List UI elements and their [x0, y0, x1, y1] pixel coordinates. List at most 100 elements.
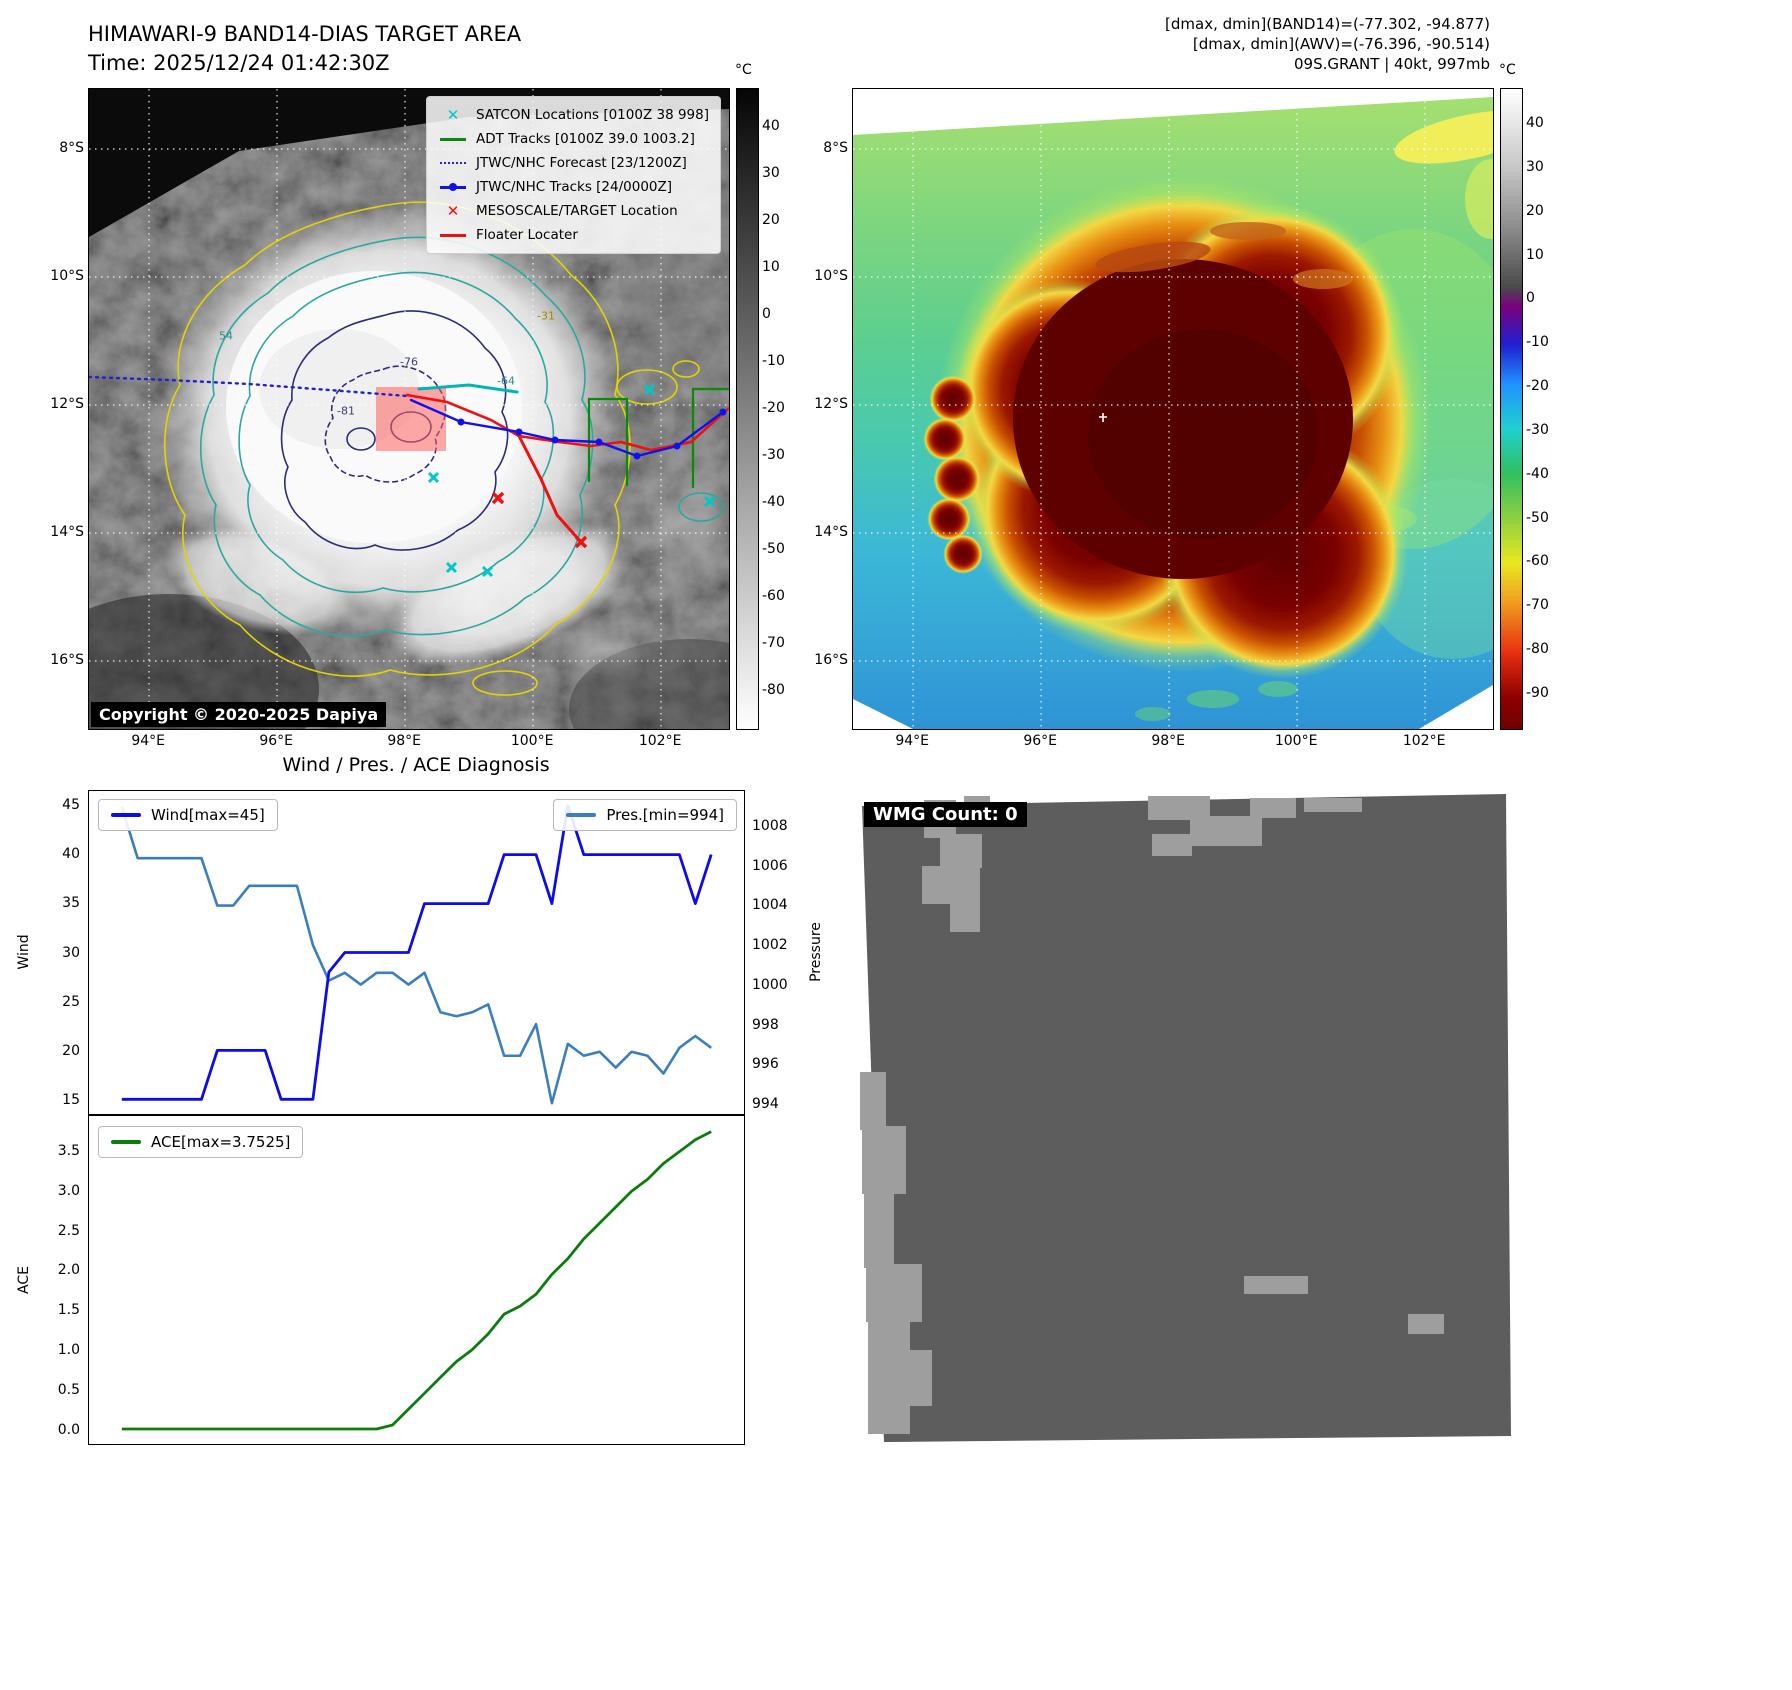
- colorbar-tick-label: 0: [762, 305, 771, 322]
- awv-header-block: [dmax, dmin](BAND14)=(-77.302, -94.877) …: [1165, 14, 1490, 74]
- lat-tick-label: 14°S: [814, 524, 848, 541]
- colorbar-tick-label: -30: [762, 447, 785, 464]
- lat-tick-label: 16°S: [50, 652, 84, 669]
- colorbar-tick-label: -20: [762, 400, 785, 416]
- legend-item: ✕ SATCON Locations [0100Z 38 998]: [438, 105, 709, 125]
- wind-legend: Wind[max=45]: [98, 799, 278, 831]
- y-tick-label: 1.0: [57, 1342, 80, 1359]
- legend-label: ADT Tracks [0100Z 39.0 1003.2]: [476, 131, 695, 147]
- awv-colorbar: [1500, 88, 1523, 730]
- wind-legend-label: Wind[max=45]: [151, 806, 265, 824]
- legend-label: Floater Locater: [476, 227, 578, 243]
- legend-item: JTWC/NHC Forecast [23/1200Z]: [438, 153, 709, 173]
- y-tick-label: 2.0: [57, 1262, 80, 1279]
- y-tick-label: 1008: [752, 817, 788, 834]
- y-tick-label: 994: [752, 1096, 779, 1113]
- colorbar-tick-label: 40: [762, 117, 780, 134]
- ace-legend-label: ACE[max=3.7525]: [151, 1133, 291, 1151]
- y-tick-label: 996: [752, 1056, 779, 1073]
- y-tick-label: 0.5: [57, 1382, 80, 1398]
- y-tick-label: 3.5: [57, 1142, 80, 1159]
- wmg-count-badge: WMG Count: 0: [864, 802, 1027, 827]
- y-tick-label: 25: [62, 993, 80, 1010]
- band14-colorbar-unit: °C: [735, 62, 752, 78]
- line-icon: [438, 137, 468, 141]
- lat-tick-label: 10°S: [50, 268, 84, 285]
- pres-legend: Pres.[min=994]: [553, 799, 737, 831]
- lat-tick-label: 10°S: [814, 268, 848, 285]
- ace-legend: ACE[max=3.7525]: [98, 1126, 304, 1158]
- wind-line-sample-icon: [111, 813, 141, 817]
- band14-lat-axis: 8°S 10°S 12°S 14°S 16°S: [40, 88, 84, 728]
- lon-tick-label: 102°E: [1402, 733, 1446, 749]
- awv-lon-axis: 94°E 96°E 98°E 100°E 102°E: [852, 733, 1492, 753]
- ace-chart: [88, 1115, 745, 1445]
- colorbar-tick-label: 20: [762, 211, 780, 228]
- legend-label: JTWC/NHC Forecast [23/1200Z]: [476, 155, 687, 171]
- contour-label: -81: [337, 404, 355, 418]
- legend-label: MESOSCALE/TARGET Location: [476, 203, 678, 219]
- colorbar-tick-label: 20: [1526, 202, 1544, 219]
- y-tick-label: 15: [62, 1092, 80, 1109]
- dotted-line-icon: [438, 162, 468, 164]
- windpres-plot-area: [89, 791, 744, 1114]
- colorbar-tick-label: 40: [1526, 115, 1544, 132]
- y-tick-label: 1004: [752, 897, 788, 914]
- awv-satellite-image: [853, 89, 1493, 729]
- line-icon: [438, 233, 468, 237]
- colorbar-tick-label: 10: [762, 258, 780, 275]
- awv-map: [852, 88, 1494, 730]
- line-dot-icon: [438, 183, 468, 191]
- colorbar-tick-label: 0: [1526, 290, 1535, 307]
- pres-line-sample-icon: [566, 813, 597, 817]
- colorbar-tick-label: -60: [762, 588, 785, 605]
- colorbar-tick-label: -40: [762, 494, 785, 511]
- y-tick-label: 0.0: [57, 1421, 80, 1438]
- windpres-chart: [88, 790, 745, 1115]
- pressure-axis-ticks: 994 996 998 1000 1002 1004 1006 1008: [752, 790, 802, 1115]
- legend-item: Floater Locater: [438, 225, 709, 245]
- awv-lat-axis: 8°S 10°S 12°S 14°S 16°S: [804, 88, 848, 728]
- lat-tick-label: 16°S: [814, 652, 848, 669]
- colorbar-tick-label: -20: [1526, 378, 1549, 395]
- contour-label: -31: [537, 309, 555, 323]
- x-marker-icon: ✕: [446, 201, 460, 220]
- copyright-badge: Copyright © 2020-2025 Dapiya: [91, 702, 387, 727]
- y-tick-label: 40: [62, 846, 80, 862]
- wind-axis-ticks: 15 20 25 30 35 40 45: [38, 790, 80, 1115]
- y-tick-label: 2.5: [57, 1222, 80, 1239]
- y-tick-label: 1000: [752, 976, 788, 993]
- ace-plot-area: [89, 1116, 744, 1444]
- band14-title-block: HIMAWARI-9 BAND14-DIAS TARGET AREA Time:…: [88, 20, 521, 78]
- ace-axis-label: ACE: [16, 1266, 32, 1294]
- colorbar-tick-label: -50: [1526, 509, 1549, 526]
- lon-tick-label: 102°E: [638, 733, 682, 749]
- legend-item: JTWC/NHC Tracks [24/0000Z]: [438, 177, 709, 197]
- legend-label: SATCON Locations [0100Z 38 998]: [476, 107, 709, 123]
- y-tick-label: 1002: [752, 937, 788, 954]
- band14-map-legend: ✕ SATCON Locations [0100Z 38 998] ADT Trac…: [426, 96, 721, 254]
- awv-colorbar-ticks: 40 30 20 10 0 -10 -20 -30 -40 -50 -60 -70 -80 -90: [1526, 88, 1572, 728]
- colorbar-tick-label: -80: [762, 682, 785, 699]
- lat-tick-label: 14°S: [50, 524, 84, 541]
- lat-tick-label: 8°S: [823, 140, 848, 157]
- storm-id-intensity: 09S.GRANT | 40kt, 997mb: [1293, 55, 1490, 73]
- lat-tick-label: 12°S: [50, 396, 84, 413]
- legend-item: ✕ MESOSCALE/TARGET Location: [438, 201, 709, 221]
- colorbar-tick-label: -10: [1526, 334, 1549, 351]
- colorbar-tick-label: -60: [1526, 553, 1549, 570]
- band14-map: -31 -76 -64 -81 54 ✕ SATCON Locations [01…: [88, 88, 730, 730]
- y-tick-label: 1006: [752, 857, 788, 874]
- mesoscale-target-area: [376, 387, 446, 451]
- y-tick-label: 45: [62, 796, 80, 813]
- wind-axis-label: Wind: [16, 934, 32, 970]
- lon-tick-label: 98°E: [1151, 733, 1185, 749]
- colorbar-tick-label: -70: [762, 635, 785, 652]
- band14-colorbar: [736, 88, 759, 730]
- colorbar-tick-label: 10: [1526, 246, 1544, 263]
- colorbar-tick-label: -80: [1526, 641, 1549, 658]
- y-tick-label: 35: [62, 895, 80, 912]
- colorbar-tick-label: 30: [762, 164, 780, 181]
- ace-line-sample-icon: [111, 1140, 141, 1144]
